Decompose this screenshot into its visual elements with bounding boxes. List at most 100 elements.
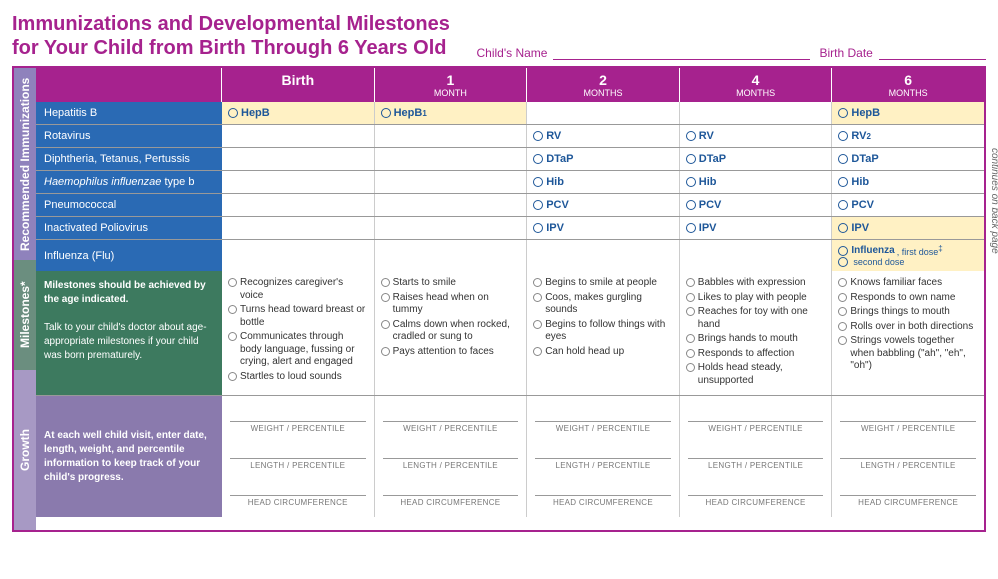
vaccine-checkbox[interactable]: DTaP [838,153,878,165]
milestone-item[interactable]: Startles to loud sounds [228,371,368,384]
vaccine-checkbox[interactable]: HepB [838,107,880,119]
vaccine-checkbox[interactable]: RV [686,130,714,142]
milestone-item[interactable]: Begins to follow things with eyes [533,319,673,344]
growth-field-label: WEIGHT / PERCENTILE [535,424,671,433]
milestone-item[interactable]: Recognizes caregiver's voice [228,277,368,302]
growth-field-label: WEIGHT / PERCENTILE [840,424,976,433]
growth-input-line[interactable] [383,480,519,496]
growth-input-line[interactable] [383,443,519,459]
growth-input-line[interactable] [383,406,519,422]
milestone-item[interactable]: Coos, makes gurgling sounds [533,292,673,317]
vaccine-row: RotavirusRVRVRV2 [36,125,984,148]
title-block: Immunizations and Developmental Mileston… [12,12,986,60]
growth-field-label: WEIGHT / PERCENTILE [688,424,824,433]
vaccine-checkbox[interactable]: IPV [686,222,717,234]
vaccine-cell [680,102,833,124]
vaccine-checkbox[interactable]: Influenza, first dose‡ [838,244,942,257]
vaccine-checkbox[interactable]: HepB [228,107,270,119]
vaccine-checkbox[interactable]: HepB1 [381,107,427,119]
milestone-item[interactable]: Responds to own name [838,292,978,305]
tab-milestones: Milestones* [14,260,36,370]
milestone-item[interactable]: Brings things to mouth [838,306,978,319]
milestone-item[interactable]: Babbles with expression [686,277,826,290]
milestone-item[interactable]: Reaches for toy with one hand [686,306,826,331]
vaccine-cell: Hib [832,171,984,193]
growth-input-line[interactable] [840,480,976,496]
vaccine-checkbox[interactable]: IPV [838,222,869,234]
childname-input[interactable] [553,46,809,60]
vaccine-checkbox[interactable]: RV [533,130,561,142]
vaccine-checkbox[interactable]: IPV [533,222,564,234]
vaccine-cell: Influenza, first dose‡second dose [832,240,984,271]
vaccine-cell: IPV [680,217,833,239]
vaccine-checkbox[interactable]: Hib [686,176,717,188]
milestone-item[interactable]: Likes to play with people [686,292,826,305]
milestone-item[interactable]: Strings vowels together when babbling ("… [838,335,978,373]
vaccine-cell: PCV [527,194,680,216]
vaccine-name: Influenza (Flu) [36,240,222,271]
vaccine-checkbox[interactable]: PCV [838,199,874,211]
milestones-label: Milestones should be achieved by the age… [36,271,222,395]
vaccine-cell [527,240,680,271]
growth-field-label: WEIGHT / PERCENTILE [383,424,519,433]
growth-field-label: LENGTH / PERCENTILE [688,461,824,470]
growth-input-line[interactable] [688,406,824,422]
title-line1: Immunizations and Developmental Mileston… [12,12,986,36]
vaccine-cell: HepB [222,102,375,124]
milestones-row: Milestones should be achieved by the age… [36,271,984,396]
vaccine-row: PneumococcalPCVPCVPCV [36,194,984,217]
growth-input-line[interactable] [840,406,976,422]
growth-field-label: LENGTH / PERCENTILE [230,461,366,470]
growth-input-line[interactable] [535,443,671,459]
vaccine-checkbox[interactable]: DTaP [686,153,726,165]
milestone-item[interactable]: Starts to smile [381,277,521,290]
milestone-item[interactable]: Turns head toward breast or bottle [228,304,368,329]
vaccine-cell [222,240,375,271]
vaccine-checkbox[interactable]: Hib [838,176,869,188]
milestone-item[interactable]: Knows familiar faces [838,277,978,290]
milestone-item[interactable]: Rolls over in both directions [838,321,978,334]
milestone-item[interactable]: Can hold head up [533,346,673,359]
milestone-item[interactable]: Responds to affection [686,348,826,361]
milestone-item[interactable]: Holds head steady, unsupported [686,362,826,387]
header-row: Birth 1MONTH 2MONTHS 4MONTHS 6MONTHS [36,68,984,102]
chart: continues on back page Recommended Immun… [12,66,986,532]
growth-input-line[interactable] [230,443,366,459]
vaccine-checkbox[interactable]: second dose [838,257,942,267]
vaccine-cell: HepB1 [375,102,528,124]
vaccine-checkbox[interactable]: DTaP [533,153,573,165]
vaccine-cell: DTaP [527,148,680,170]
milestone-item[interactable]: Raises head when on tummy [381,292,521,317]
vaccine-row: Influenza (Flu) Influenza, first dose‡sec… [36,240,984,271]
continues-note: continues on back page [989,148,998,254]
vaccine-row: Inactivated PoliovirusIPVIPVIPV [36,217,984,240]
growth-field-label: LENGTH / PERCENTILE [840,461,976,470]
growth-input-line[interactable] [535,480,671,496]
tab-immunizations: Recommended Immunizations [14,68,36,260]
growth-input-line[interactable] [535,406,671,422]
vaccine-checkbox[interactable]: Hib [533,176,564,188]
vaccine-cell: RV [527,125,680,147]
growth-input-line[interactable] [688,443,824,459]
growth-input-line[interactable] [230,406,366,422]
vaccine-name: Haemophilus influenzae type b [36,171,222,193]
milestone-item[interactable]: Begins to smile at people [533,277,673,290]
growth-field-label: HEAD CIRCUMFERENCE [840,498,976,507]
vaccine-checkbox[interactable]: PCV [533,199,569,211]
growth-field-label: HEAD CIRCUMFERENCE [688,498,824,507]
milestone-item[interactable]: Communicates through body language, fuss… [228,331,368,369]
milestone-item[interactable]: Calms down when rocked, cradled or sung … [381,319,521,344]
growth-input-line[interactable] [840,443,976,459]
vaccine-checkbox[interactable]: PCV [686,199,722,211]
birthdate-input[interactable] [879,46,986,60]
growth-input-line[interactable] [688,480,824,496]
growth-input-line[interactable] [230,480,366,496]
growth-field-label: HEAD CIRCUMFERENCE [535,498,671,507]
milestone-item[interactable]: Brings hands to mouth [686,333,826,346]
milestone-item[interactable]: Pays attention to faces [381,346,521,359]
vaccine-cell: RV [680,125,833,147]
childname-label: Child's Name [476,46,547,60]
vaccine-checkbox[interactable]: RV2 [838,130,871,142]
growth-field-label: LENGTH / PERCENTILE [535,461,671,470]
tab-growth: Growth [14,370,36,530]
